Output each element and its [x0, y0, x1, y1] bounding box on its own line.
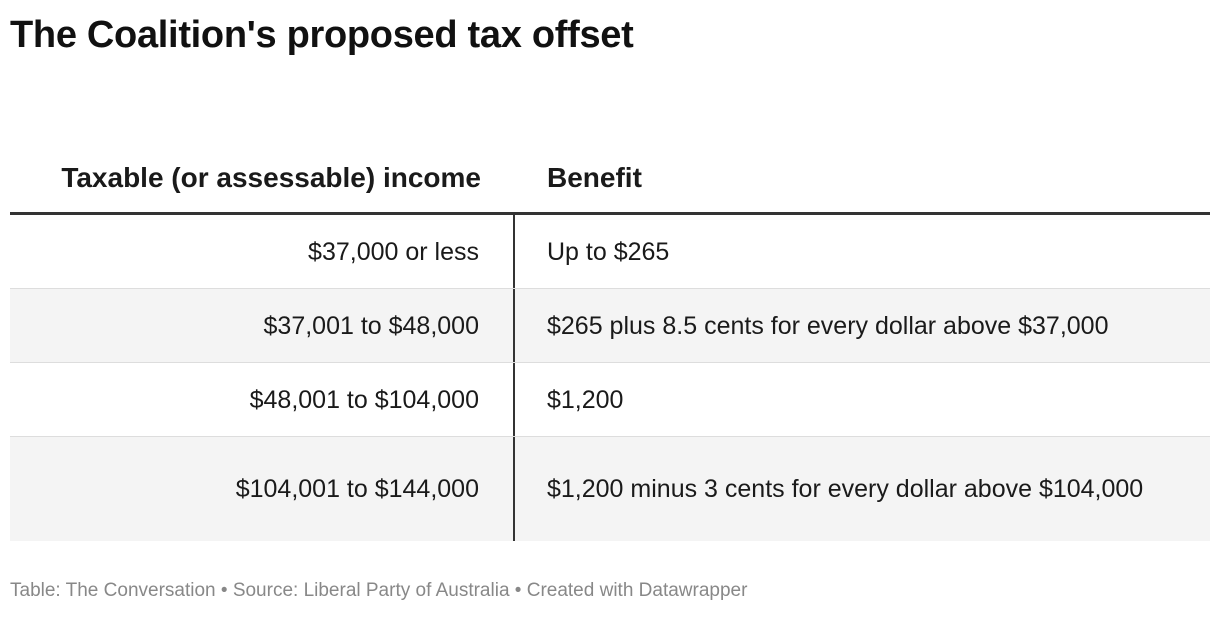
- column-header-income: Taxable (or assessable) income: [61, 162, 481, 193]
- income-cell: $37,001 to $48,000: [10, 289, 515, 362]
- chart-title: The Coalition's proposed tax offset: [10, 14, 634, 56]
- income-cell: $48,001 to $104,000: [10, 363, 515, 436]
- benefit-cell: $265 plus 8.5 cents for every dollar abo…: [547, 311, 1109, 340]
- table-row: $48,001 to $104,000 $1,200: [10, 363, 1210, 437]
- data-table: Taxable (or assessable) income Benefit $…: [10, 110, 1210, 541]
- benefit-cell: $1,200 minus 3 cents for every dollar ab…: [547, 475, 1144, 503]
- table-row: $37,000 or less Up to $265: [10, 215, 1210, 289]
- income-cell: $104,001 to $144,000: [10, 437, 515, 541]
- table-row: $104,001 to $144,000 $1,200 minus 3 cent…: [10, 437, 1210, 541]
- table-row: $37,001 to $48,000 $265 plus 8.5 cents f…: [10, 289, 1210, 363]
- source-footer: Table: The Conversation • Source: Libera…: [10, 580, 748, 601]
- benefit-cell: $1,200: [547, 385, 624, 414]
- benefit-cell: Up to $265: [547, 237, 670, 266]
- income-cell: $37,000 or less: [10, 215, 515, 288]
- column-header-benefit: Benefit: [547, 162, 642, 193]
- table-header: Taxable (or assessable) income Benefit: [10, 110, 1210, 215]
